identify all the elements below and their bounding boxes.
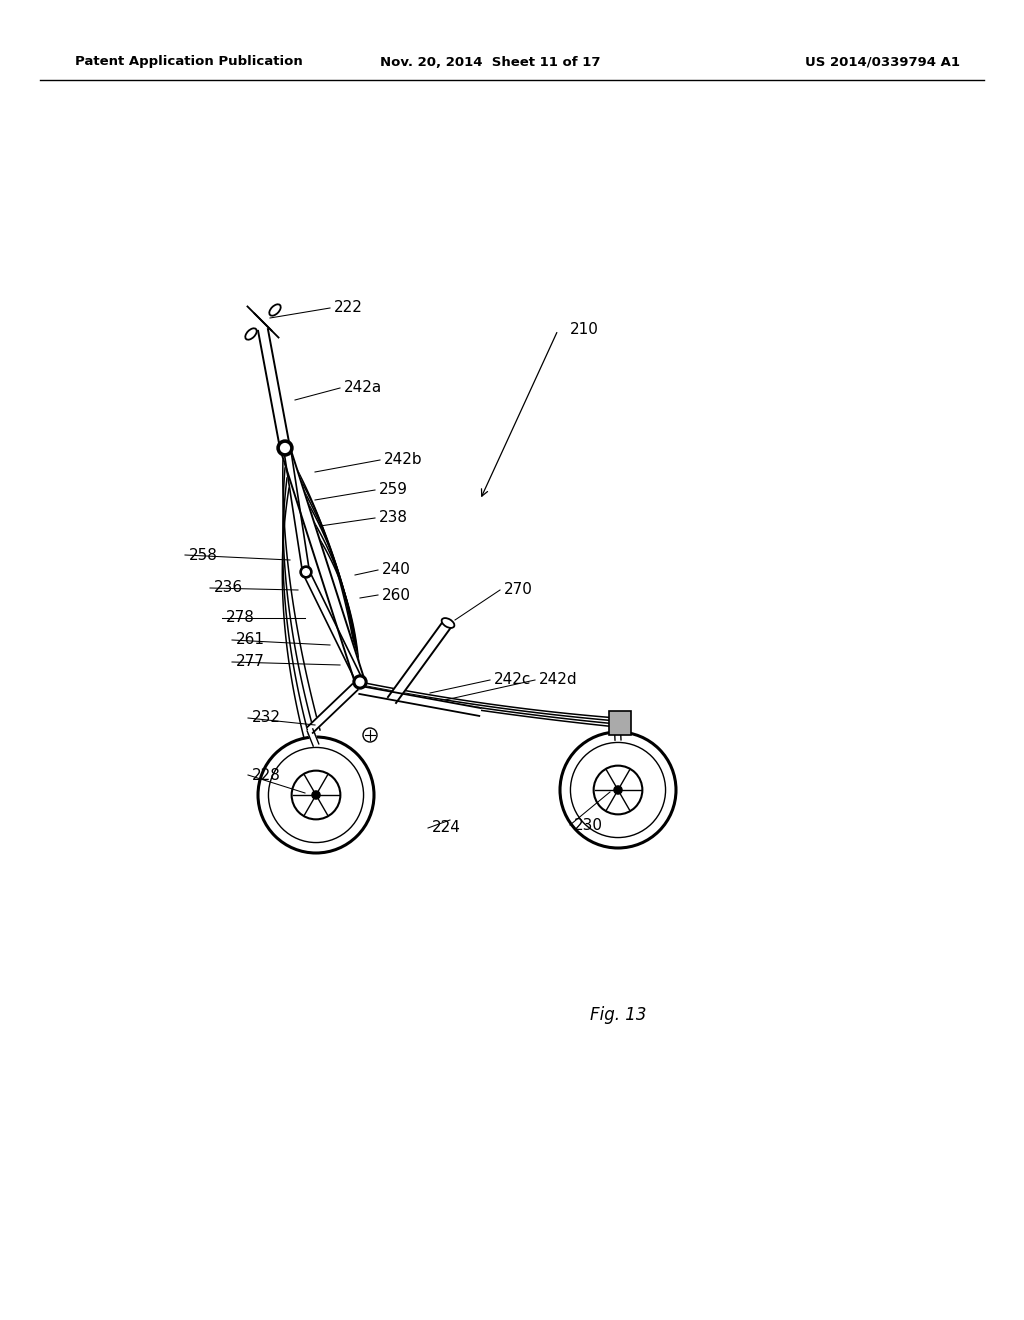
Circle shape bbox=[281, 444, 290, 453]
Text: 232: 232 bbox=[252, 710, 281, 726]
Text: 222: 222 bbox=[334, 301, 362, 315]
Circle shape bbox=[560, 733, 676, 847]
Circle shape bbox=[362, 729, 377, 742]
Ellipse shape bbox=[246, 329, 257, 339]
Text: 270: 270 bbox=[504, 582, 532, 598]
Circle shape bbox=[258, 737, 374, 853]
Circle shape bbox=[570, 742, 666, 838]
Circle shape bbox=[356, 678, 364, 686]
Text: 260: 260 bbox=[382, 587, 411, 602]
Text: 277: 277 bbox=[236, 655, 265, 669]
Text: 278: 278 bbox=[226, 610, 255, 626]
Text: 240: 240 bbox=[382, 562, 411, 578]
Circle shape bbox=[353, 675, 367, 689]
Text: US 2014/0339794 A1: US 2014/0339794 A1 bbox=[805, 55, 961, 69]
Text: Nov. 20, 2014  Sheet 11 of 17: Nov. 20, 2014 Sheet 11 of 17 bbox=[380, 55, 600, 69]
Text: 242d: 242d bbox=[539, 672, 578, 688]
Polygon shape bbox=[359, 686, 480, 715]
Text: 242c: 242c bbox=[494, 672, 531, 688]
Circle shape bbox=[278, 440, 293, 455]
Polygon shape bbox=[307, 729, 318, 746]
Circle shape bbox=[312, 791, 321, 799]
Circle shape bbox=[594, 766, 642, 814]
Text: 259: 259 bbox=[379, 483, 408, 498]
Polygon shape bbox=[307, 684, 357, 733]
Text: 224: 224 bbox=[432, 821, 461, 836]
Text: 242a: 242a bbox=[344, 380, 382, 396]
Text: 228: 228 bbox=[252, 767, 281, 783]
Polygon shape bbox=[303, 570, 364, 684]
Polygon shape bbox=[258, 329, 290, 449]
Text: 242b: 242b bbox=[384, 453, 423, 467]
Text: 261: 261 bbox=[236, 632, 265, 648]
Text: 258: 258 bbox=[189, 548, 218, 562]
Circle shape bbox=[292, 771, 340, 820]
Circle shape bbox=[614, 785, 622, 795]
Text: 236: 236 bbox=[214, 581, 243, 595]
FancyBboxPatch shape bbox=[609, 711, 631, 735]
Text: 238: 238 bbox=[379, 511, 408, 525]
Polygon shape bbox=[614, 718, 621, 741]
Text: Patent Application Publication: Patent Application Publication bbox=[75, 55, 303, 69]
Text: 230: 230 bbox=[574, 817, 603, 833]
Circle shape bbox=[300, 566, 312, 578]
Ellipse shape bbox=[441, 618, 455, 628]
Text: Fig. 13: Fig. 13 bbox=[590, 1006, 646, 1024]
Polygon shape bbox=[284, 447, 309, 573]
Circle shape bbox=[303, 569, 309, 576]
Polygon shape bbox=[388, 620, 452, 704]
Text: 210: 210 bbox=[570, 322, 599, 338]
Polygon shape bbox=[281, 446, 365, 684]
Ellipse shape bbox=[269, 305, 281, 315]
Circle shape bbox=[268, 747, 364, 842]
